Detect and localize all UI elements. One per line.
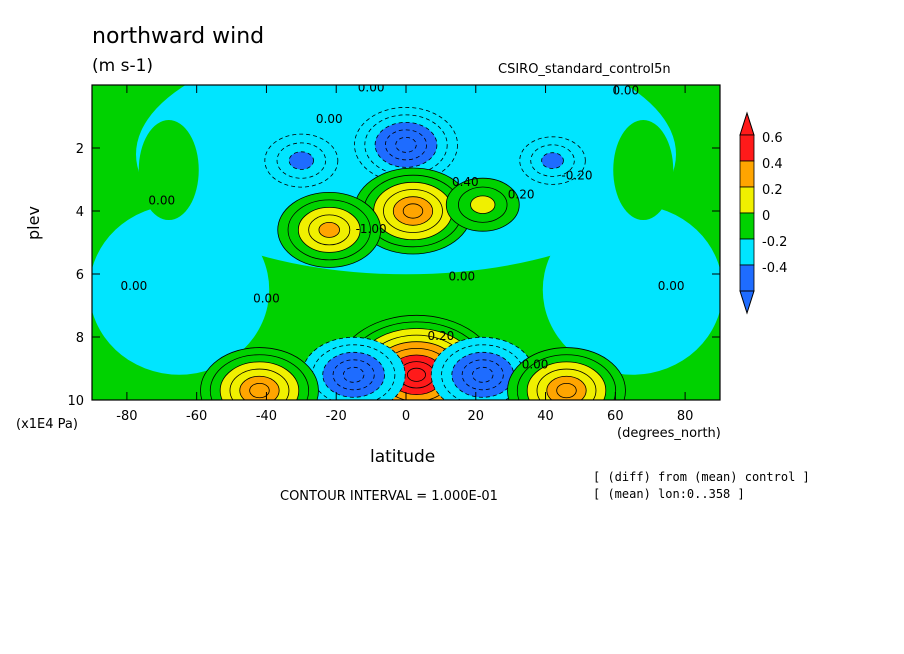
note-mean: [ (mean) lon:0..358 ] <box>593 487 745 501</box>
colorbar-segment <box>739 212 755 240</box>
colorbar-segment <box>739 134 755 162</box>
weak-positive-region <box>138 120 199 221</box>
colorbar-segment <box>739 186 755 214</box>
x-tick-label: -40 <box>256 409 277 424</box>
note-diff: [ (diff) from (mean) control ] <box>593 470 810 484</box>
contour-label: 0.20 <box>508 187 535 201</box>
contour-label: 0.00 <box>316 112 343 126</box>
weak-negative-region <box>542 204 720 375</box>
x-tick-label: -60 <box>186 409 207 424</box>
colorbar-label: -0.4 <box>762 261 787 276</box>
contour-feature-8 <box>472 366 494 383</box>
contour-label: -1.00 <box>356 222 387 236</box>
x-tick-label: -80 <box>116 409 137 424</box>
contour-label: 0.00 <box>358 80 385 94</box>
contour-labels: 0.00 0.00 0.00 0.00 0.00 0.00 0.00 -0.20 0.20 0.4… <box>121 80 685 372</box>
y-axis: 2 4 6 8 10 <box>67 142 720 409</box>
contour-interval: CONTOUR INTERVAL = 1.000E-01 <box>280 489 498 504</box>
y-tick-label: 4 <box>76 205 84 220</box>
colorbar-label: 0 <box>762 209 770 224</box>
contour-feature-2 <box>318 221 340 238</box>
colorbar-segment <box>739 160 755 188</box>
contour-feature-10 <box>556 382 577 399</box>
colorbar-label: 0.2 <box>762 183 783 198</box>
x-axis-label: latitude <box>370 447 436 467</box>
x-tick-label: 60 <box>607 409 624 424</box>
weak-positive-region <box>613 120 674 221</box>
y-tick-label: 10 <box>67 394 84 409</box>
contour-label: 0.20 <box>428 329 455 343</box>
colorbar: 0.6 0.4 0.2 0 -0.2 -0.4 <box>739 111 787 315</box>
x-axis: -80 -60 -40 -20 0 20 40 60 80 <box>116 85 693 424</box>
contour-label: -0.20 <box>561 169 592 183</box>
weak-negative-region <box>92 204 270 375</box>
contour-label: 0.00 <box>148 194 175 208</box>
y-units-label: (x1E4 Pa) <box>16 417 78 432</box>
x-tick-label: 0 <box>402 409 410 424</box>
contour-label: 0.00 <box>612 83 639 97</box>
contour-label: 0.00 <box>121 279 148 293</box>
chart-title: northward wind <box>92 24 265 49</box>
x-tick-label: 40 <box>537 409 554 424</box>
contour-label: 0.00 <box>253 291 280 305</box>
colorbar-segment <box>739 238 755 266</box>
dataset-label: CSIRO_standard_control5n <box>498 62 671 77</box>
y-tick-label: 2 <box>76 142 84 157</box>
contour-feature-6 <box>406 367 426 382</box>
colorbar-label: 0.4 <box>762 157 783 172</box>
x-units-label: (degrees_north) <box>617 426 721 441</box>
contour-feature-3 <box>470 195 496 214</box>
contour-label: 0.40 <box>452 175 479 189</box>
colorbar-label: -0.2 <box>762 235 787 250</box>
contour-label: 0.00 <box>448 269 475 283</box>
chart-units: (m s-1) <box>92 56 154 76</box>
contour-feature-7 <box>342 366 365 383</box>
contour-feature-0 <box>395 136 417 153</box>
colorbar-arrow-top <box>739 111 755 136</box>
contour-feature-5 <box>288 151 314 170</box>
y-tick-label: 6 <box>76 268 84 283</box>
colorbar-arrow-bottom <box>739 290 755 315</box>
contour-field <box>92 85 720 400</box>
colorbar-label: 0.6 <box>762 131 783 146</box>
y-axis-label: plev <box>24 206 43 240</box>
colorbar-segment <box>739 264 755 292</box>
x-tick-label: -20 <box>326 409 347 424</box>
y-tick-label: 8 <box>76 331 84 346</box>
x-tick-label: 80 <box>677 409 694 424</box>
contour-label: 0.00 <box>658 279 685 293</box>
contour-feature-9 <box>249 382 270 399</box>
contour-label: 0.00 <box>522 358 549 372</box>
contour-feature-4 <box>541 152 564 169</box>
contour-feature-1 <box>402 203 424 219</box>
x-tick-label: 20 <box>468 409 485 424</box>
